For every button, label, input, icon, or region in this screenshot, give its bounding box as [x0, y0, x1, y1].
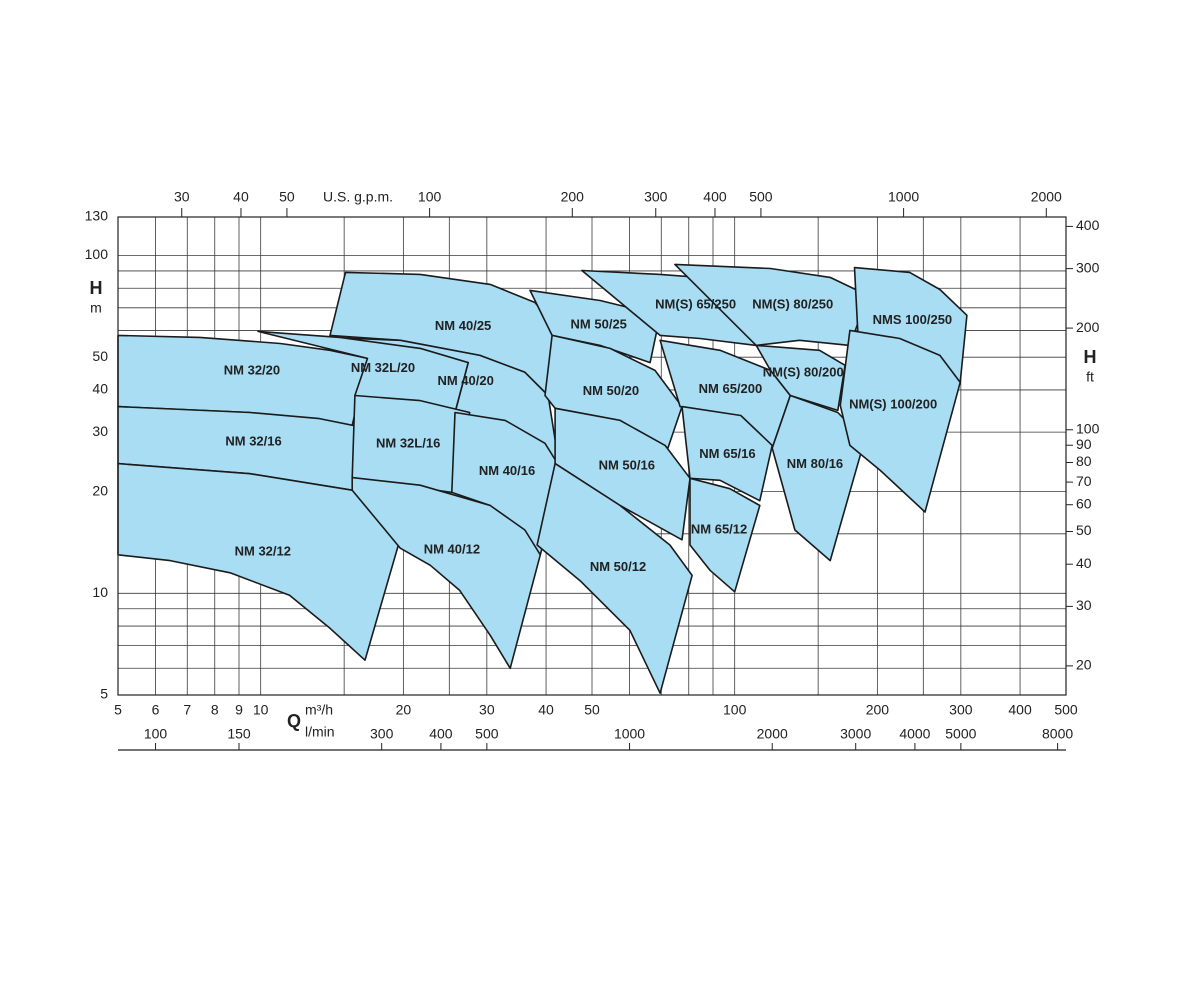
x3-tick-label: 2000 — [757, 726, 788, 742]
x-tick-label: 7 — [183, 702, 191, 718]
region-label: NM(S) 80/200 — [763, 364, 844, 379]
x2-tick-label: 50 — [279, 189, 295, 205]
region-label: NM 40/16 — [479, 463, 535, 478]
x2-tick-label: 200 — [561, 189, 585, 205]
axes: 5 6 7 8 9 10 20 30 40 50 100 200 300 400 500 30 40 50 100 2… — [85, 189, 1100, 750]
y2-tick-label: 30 — [1076, 597, 1092, 613]
x2-tick-label: 300 — [644, 189, 668, 205]
x-tick-label: 6 — [152, 702, 160, 718]
y-tick-label: 40 — [92, 381, 108, 397]
region-label: NM(S) 65/250 — [655, 296, 736, 311]
pump-region — [117, 462, 407, 661]
y2-tick-label: 400 — [1076, 217, 1100, 233]
x3-tick-label: 150 — [227, 726, 251, 742]
x2-tick-label: 500 — [749, 189, 773, 205]
x2-tick-label: 100 — [418, 189, 442, 205]
x3-tick-label: 4000 — [899, 726, 930, 742]
y-tick-label: 50 — [92, 348, 108, 364]
y2-tick-label: 40 — [1076, 555, 1092, 571]
y-tick-label: 100 — [85, 246, 109, 262]
x3-tick-label: 5000 — [945, 726, 976, 742]
x3-tick-label: 500 — [475, 726, 499, 742]
regions — [117, 263, 968, 694]
region-label: NM 65/200 — [699, 381, 763, 396]
x2-axis-label: U.S. g.p.m. — [323, 189, 393, 205]
region-label: NM 50/12 — [590, 559, 646, 574]
x-tick-label: 200 — [866, 702, 890, 718]
y2-tick-label: 80 — [1076, 453, 1092, 469]
x3-tick-label: 400 — [429, 726, 453, 742]
y2-tick-label: 300 — [1076, 259, 1100, 275]
y2-tick-label: 60 — [1076, 495, 1092, 511]
x3-tick-label: 100 — [144, 726, 168, 742]
pump-region — [755, 344, 846, 412]
x3-tick-label: 1000 — [614, 726, 645, 742]
x-tick-label: 10 — [253, 702, 269, 718]
pump-region — [536, 462, 693, 694]
pump-region — [689, 477, 761, 593]
x2-tick-label: 2000 — [1031, 189, 1062, 205]
x3-tick-label: 300 — [370, 726, 394, 742]
region-label: NM 32L/20 — [351, 360, 415, 375]
region-label: NM 40/25 — [435, 318, 491, 333]
x-tick-label: 300 — [949, 702, 973, 718]
pump-region — [351, 476, 542, 670]
region-label: NM 65/16 — [699, 446, 755, 461]
region-label: NM 40/12 — [424, 541, 480, 556]
x-tick-label: 5 — [114, 702, 122, 718]
y2-tick-label: 70 — [1076, 473, 1092, 489]
x-tick-label: 30 — [479, 702, 495, 718]
region-label: NM(S) 80/250 — [752, 297, 833, 312]
y-tick-label: 10 — [92, 584, 108, 600]
y-axis-label: H — [90, 278, 103, 298]
region-label: NM(S) 100/200 — [849, 396, 937, 411]
region-label: NM 32/16 — [225, 433, 281, 448]
region-label: NM 40/20 — [437, 373, 493, 388]
pump-region — [771, 394, 866, 562]
y2-tick-label: 20 — [1076, 657, 1092, 673]
y2-axis-unit: ft — [1086, 369, 1094, 385]
region-label: NMS 100/250 — [873, 312, 953, 327]
pump-region — [839, 329, 961, 513]
y-tick-label: 5 — [100, 686, 108, 702]
plot-frame — [117, 216, 1067, 696]
x-axis-label: Q — [287, 711, 301, 731]
x-tick-label: 50 — [584, 702, 600, 718]
x2-tick-label: 40 — [233, 189, 249, 205]
x2-tick-label: 400 — [703, 189, 727, 205]
x-axis-unit: m³/h — [305, 702, 333, 718]
y2-tick-label: 50 — [1076, 522, 1092, 538]
x-tick-label: 20 — [396, 702, 412, 718]
region-label: NM 32L/16 — [376, 435, 440, 450]
region-label: NM 32/12 — [235, 543, 291, 558]
x3-tick-label: 8000 — [1042, 726, 1073, 742]
x-tick-label: 8 — [211, 702, 219, 718]
y-tick-label: 130 — [85, 208, 109, 224]
region-label: NM 50/20 — [583, 383, 639, 398]
region-label: NM 65/12 — [691, 521, 747, 536]
region-label: NM 80/16 — [787, 456, 843, 471]
y2-tick-label: 90 — [1076, 436, 1092, 452]
y-axis-unit: m — [90, 300, 102, 316]
region-label: NM 32/20 — [224, 363, 280, 378]
region-label: NM 50/16 — [599, 457, 655, 472]
x3-axis-label: l/min — [305, 724, 335, 740]
x2-tick-label: 1000 — [888, 189, 919, 205]
x-tick-label: 9 — [235, 702, 243, 718]
y-tick-label: 30 — [92, 423, 108, 439]
y2-axis-label: H — [1084, 347, 1097, 367]
x2-tick-label: 30 — [174, 189, 190, 205]
y2-tick-label: 100 — [1076, 420, 1100, 436]
region-labels: NM 32/20 NM 32/16 NM 32/12 NM 40/25 NM 40/20… — [224, 296, 952, 573]
y2-tick-label: 200 — [1076, 319, 1100, 335]
x-tick-label: 400 — [1008, 702, 1032, 718]
x-tick-label: 500 — [1054, 702, 1078, 718]
x-tick-label: 100 — [723, 702, 747, 718]
x-tick-label: 40 — [538, 702, 554, 718]
y-tick-label: 20 — [92, 482, 108, 498]
region-label: NM 50/25 — [571, 316, 627, 331]
x3-tick-label: 3000 — [840, 726, 871, 742]
